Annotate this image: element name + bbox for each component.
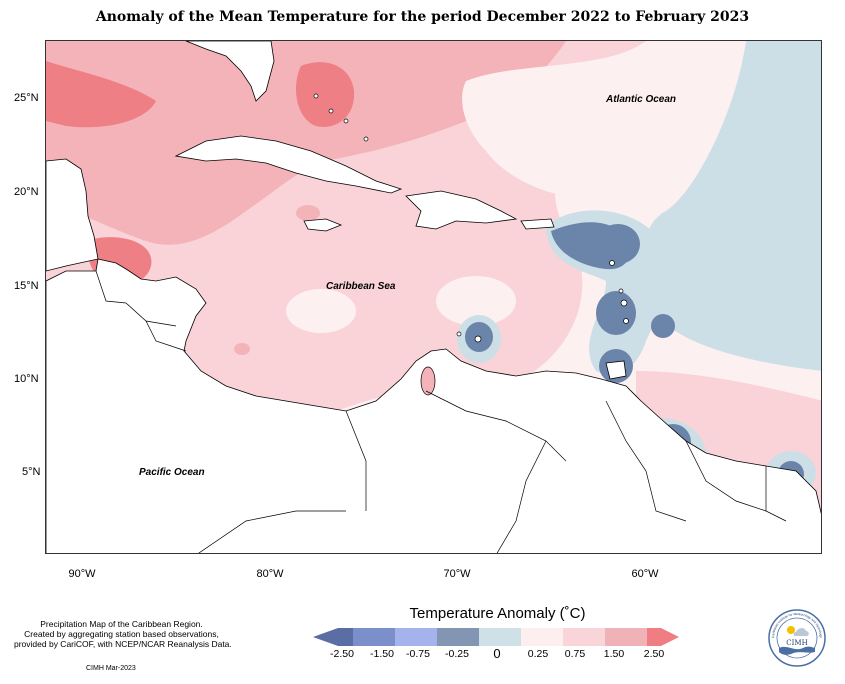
map-title: Anomaly of the Mean Temperature for the … <box>95 9 750 25</box>
lon-label-60w: 60°W <box>631 568 659 580</box>
logo-text: CIMH <box>786 639 807 647</box>
legend-tick: -2.50 <box>330 648 354 660</box>
land-central-south-america <box>46 258 821 553</box>
neutral-patch-caribbean <box>286 289 356 333</box>
legend-swatch <box>521 628 563 646</box>
lake-maracaibo <box>420 366 436 396</box>
neutral-patch-east <box>436 276 516 326</box>
legend-tick: -1.50 <box>370 648 394 660</box>
credits-text: Precipitation Map of the Caribbean Regio… <box>14 619 232 649</box>
legend-swatch <box>313 628 353 646</box>
legend-swatch <box>647 628 679 646</box>
legend-tick: -0.25 <box>445 648 469 660</box>
lat-label-5n: 5°N <box>22 466 41 478</box>
legend-tick: 2.50 <box>643 648 665 660</box>
legend-tick: 0 <box>493 646 501 661</box>
credits-line: Created by aggregating station based obs… <box>24 629 219 639</box>
land-cuba <box>174 135 403 194</box>
legend-swatch <box>353 628 395 646</box>
lat-label-10n: 10°N <box>14 373 39 385</box>
land-hispaniola <box>405 190 518 230</box>
warm-mid-north-region <box>46 41 566 245</box>
lat-label-15n: 15°N <box>14 280 39 292</box>
lon-label-80w: 80°W <box>256 568 284 580</box>
cimh-logo: CIMH Caribbean Institute for Meteorology… <box>768 609 826 667</box>
warm-spot-jamaica <box>296 205 320 221</box>
land-jamaica <box>303 218 343 232</box>
legend-tick: 0.75 <box>564 648 586 660</box>
legend-swatch <box>563 628 605 646</box>
warm-spot-honduras <box>234 343 250 355</box>
legend-colorbar <box>313 628 679 646</box>
legend-swatch <box>479 628 521 646</box>
date-note: CIMH Mar-2023 <box>86 665 136 672</box>
land-yucatan <box>46 158 99 272</box>
cool-strong-barbados <box>651 314 675 338</box>
cool-strong-martinique <box>596 291 636 335</box>
legend-title: Temperature Anomaly (˚C) <box>409 605 586 622</box>
lon-label-90w: 90°W <box>68 568 96 580</box>
legend-tick: 1.50 <box>603 648 625 660</box>
ocean-label-atlantic: Atlantic Ocean <box>606 94 677 105</box>
lat-label-20n: 20°N <box>14 186 39 198</box>
neutral-patch-atlantic <box>462 41 746 199</box>
land-small-islands <box>313 93 629 343</box>
legend-swatch <box>395 628 437 646</box>
anomaly-map-canvas <box>46 41 821 553</box>
credits-line: Precipitation Map of the Caribbean Regio… <box>40 619 203 629</box>
legend-tick: -0.75 <box>406 648 430 660</box>
legend-swatch <box>437 628 479 646</box>
ocean-label-caribbean: Caribbean Sea <box>326 281 396 292</box>
land-trinidad <box>605 360 627 380</box>
anomaly-map <box>45 40 822 554</box>
warm-strong-gulf <box>46 61 156 128</box>
warm-strong-bahamas <box>296 62 355 127</box>
land-puerto-rico <box>520 218 555 230</box>
ocean-label-pacific: Pacific Ocean <box>139 467 205 478</box>
credits-line: provided by CariCOF, with NCEP/NCAR Rean… <box>14 639 232 649</box>
lon-label-70w: 70°W <box>443 568 471 580</box>
lat-label-25n: 25°N <box>14 92 39 104</box>
legend-tick: 0.25 <box>527 648 549 660</box>
cool-light-atlantic <box>642 41 821 371</box>
country-borders <box>95 270 787 553</box>
cool-strong-guadeloupe <box>596 224 640 264</box>
land-florida <box>185 41 275 102</box>
legend-swatch <box>605 628 647 646</box>
